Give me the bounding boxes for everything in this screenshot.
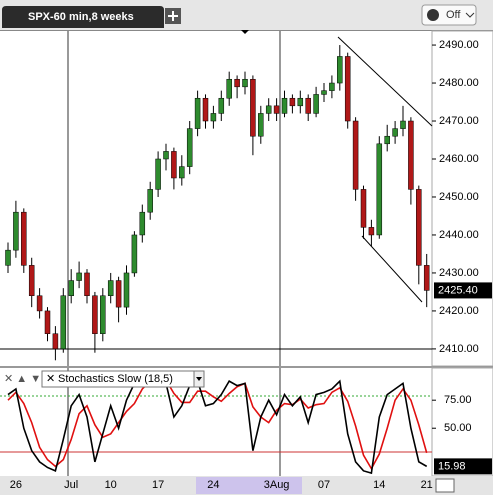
stochastic-line bbox=[7, 376, 428, 475]
last-price-label: 2425.40 bbox=[438, 284, 478, 296]
y-tick-label: 75.00 bbox=[444, 394, 472, 406]
y-tick-label: 50.00 bbox=[444, 422, 472, 434]
dropdown-arrow bbox=[196, 377, 202, 381]
candle-body bbox=[329, 82, 335, 91]
price-axis bbox=[431, 30, 493, 367]
candle-body bbox=[163, 151, 169, 160]
candle-body bbox=[281, 97, 288, 114]
candle-body bbox=[360, 189, 367, 228]
candle-body bbox=[289, 97, 296, 107]
candle-body bbox=[242, 78, 248, 88]
candle-body bbox=[297, 97, 304, 107]
candle-body bbox=[250, 78, 256, 137]
y-tick-label: 2420.00 bbox=[439, 305, 479, 317]
candle-body bbox=[273, 105, 280, 114]
candle-body bbox=[313, 94, 319, 114]
candle-body bbox=[210, 113, 217, 122]
candle-body bbox=[115, 280, 122, 308]
candle-body bbox=[123, 272, 130, 308]
trend-line bbox=[361, 235, 423, 303]
y-tick-label: 2440.00 bbox=[439, 229, 479, 241]
candle-body bbox=[305, 97, 311, 114]
candle-body bbox=[226, 78, 232, 99]
candle-body bbox=[179, 166, 185, 179]
candle-body bbox=[408, 120, 414, 190]
toggle-arrow bbox=[465, 12, 475, 18]
candle-body bbox=[147, 189, 153, 213]
candle-body bbox=[107, 280, 114, 296]
last-k-box bbox=[434, 458, 492, 475]
candle-body bbox=[131, 234, 138, 274]
y-tick-label: 2450.00 bbox=[439, 191, 479, 203]
candle-body bbox=[186, 128, 193, 167]
candle-body bbox=[344, 56, 351, 122]
scroll-handle[interactable] bbox=[435, 478, 455, 493]
y-tick-label: 2410.00 bbox=[439, 343, 479, 355]
panel-divider bbox=[0, 366, 493, 368]
candle-body bbox=[76, 272, 82, 281]
candle-body bbox=[258, 113, 264, 137]
x-tick-label: 3Aug bbox=[264, 479, 290, 491]
candle-body bbox=[21, 211, 27, 266]
candle-body bbox=[92, 295, 98, 334]
candle-body bbox=[400, 120, 406, 129]
y-tick-label: 2480.00 bbox=[439, 77, 479, 89]
candle-body bbox=[392, 128, 398, 137]
candle-body bbox=[423, 265, 430, 291]
tab[interactable] bbox=[2, 6, 164, 28]
candle-body bbox=[384, 135, 390, 145]
trend-line bbox=[337, 36, 433, 127]
candle-body bbox=[352, 120, 359, 190]
candle-body bbox=[84, 272, 90, 296]
candle-body bbox=[321, 90, 327, 95]
candle-body bbox=[171, 151, 177, 179]
candle-body bbox=[202, 97, 209, 122]
plus-icon bbox=[168, 11, 178, 21]
y-tick-label: 2470.00 bbox=[439, 115, 479, 127]
x-tick-label: 24 bbox=[207, 479, 219, 491]
candle-body bbox=[13, 211, 19, 251]
candle-body bbox=[265, 105, 272, 114]
candle-body bbox=[218, 97, 225, 114]
x-tick-label: 21 bbox=[421, 479, 433, 491]
candle-body bbox=[68, 280, 74, 296]
candle-body bbox=[28, 265, 35, 296]
tab-title: SPX-60 min,8 weeks bbox=[28, 11, 134, 23]
last-price-box bbox=[434, 282, 492, 299]
toggle-icon bbox=[427, 9, 439, 21]
y-tick-label: 2460.00 bbox=[439, 153, 479, 165]
stoch-axis bbox=[431, 367, 493, 477]
candle-body bbox=[52, 333, 59, 350]
candle-body bbox=[5, 249, 11, 266]
x-tick-label: 17 bbox=[152, 479, 164, 491]
candle-body bbox=[139, 211, 146, 236]
x-tick-label: 14 bbox=[373, 479, 385, 491]
candle-body bbox=[36, 295, 43, 312]
candle-body bbox=[416, 189, 422, 266]
indicator-header: ✕ ▲ ▼ ✎ ▣ ✕ Stochastics Slow (18,5) bbox=[4, 370, 205, 388]
candle-body bbox=[155, 158, 161, 190]
candle-body bbox=[368, 227, 375, 236]
candle-body bbox=[100, 295, 106, 334]
last-k-label: 15.98 bbox=[438, 460, 466, 472]
candle-body bbox=[194, 97, 201, 129]
x-tick-label: 10 bbox=[105, 479, 117, 491]
indicator-label: Stochastics Slow (18,5) bbox=[58, 373, 173, 385]
x-tick-label: Jul bbox=[64, 479, 78, 491]
stochastic-line bbox=[7, 379, 428, 471]
candle-body bbox=[60, 295, 67, 350]
candle-body bbox=[337, 56, 343, 84]
candle-body bbox=[376, 143, 383, 236]
y-tick-label: 2430.00 bbox=[439, 267, 479, 279]
scroll-selection[interactable] bbox=[196, 477, 302, 494]
candle-body bbox=[44, 310, 51, 334]
x-tick-label: 07 bbox=[318, 479, 330, 491]
y-tick-label: 2490.00 bbox=[439, 39, 479, 51]
toggle-label: Off bbox=[446, 9, 461, 21]
x-tick-label: 26 bbox=[10, 479, 22, 491]
candle-body bbox=[234, 78, 240, 88]
panel-marker bbox=[241, 30, 249, 34]
close-icon[interactable]: ✕ bbox=[46, 373, 55, 385]
